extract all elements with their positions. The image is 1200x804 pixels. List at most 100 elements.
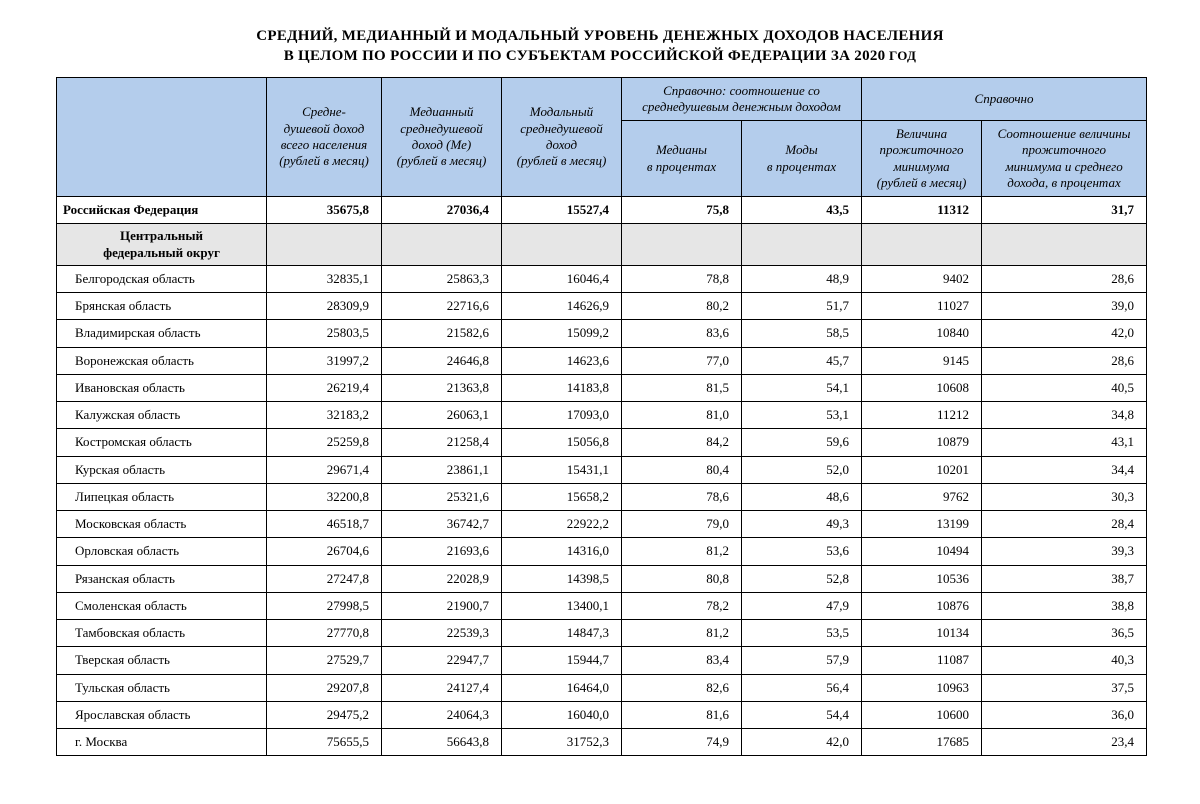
cell-ratio-mode: 59,6 (742, 429, 862, 456)
cell-min: 10201 (862, 456, 982, 483)
cell-ratio-mode: 54,4 (742, 701, 862, 728)
cell-median: 26063,1 (382, 402, 502, 429)
cell-ratio-median: 80,8 (622, 565, 742, 592)
cell-ratio-min: 38,7 (982, 565, 1147, 592)
cell-mean: 75655,5 (267, 729, 382, 756)
table-row: Тамбовская область27770,822539,314847,38… (57, 620, 1147, 647)
region-name: г. Москва (57, 729, 267, 756)
district-empty (382, 224, 502, 266)
cell-ratio-median: 81,6 (622, 701, 742, 728)
cell-ratio-min: 40,5 (982, 374, 1147, 401)
region-name: Костромская область (57, 429, 267, 456)
cell-ratio-median: 77,0 (622, 347, 742, 374)
total-ratio-mode: 43,5 (742, 197, 862, 224)
cell-mode: 22922,2 (502, 511, 622, 538)
cell-ratio-min: 36,0 (982, 701, 1147, 728)
cell-ratio-min: 37,5 (982, 674, 1147, 701)
cell-ratio-mode: 51,7 (742, 293, 862, 320)
col-ratio-min: Соотношение величиныпрожиточногоминимума… (982, 121, 1147, 197)
region-name: Белгородская область (57, 265, 267, 292)
cell-ratio-min: 38,8 (982, 592, 1147, 619)
cell-ratio-median: 81,2 (622, 620, 742, 647)
cell-mode: 16040,0 (502, 701, 622, 728)
col-median: Медианныйсреднедушевойдоход (Ме)(рублей … (382, 77, 502, 197)
title-line2-main: В ЦЕЛОМ ПО РОССИИ И ПО СУБЪЕКТАМ РОССИЙС… (284, 48, 886, 64)
cell-min: 11212 (862, 402, 982, 429)
cell-ratio-mode: 48,6 (742, 483, 862, 510)
table-row: Московская область46518,736742,722922,27… (57, 511, 1147, 538)
cell-ratio-min: 34,8 (982, 402, 1147, 429)
table-row: Курская область29671,423861,115431,180,4… (57, 456, 1147, 483)
cell-mean: 32200,8 (267, 483, 382, 510)
cell-min: 10494 (862, 538, 982, 565)
cell-ratio-mode: 57,9 (742, 647, 862, 674)
cell-mean: 29475,2 (267, 701, 382, 728)
cell-mean: 31997,2 (267, 347, 382, 374)
cell-mean: 46518,7 (267, 511, 382, 538)
region-name: Московская область (57, 511, 267, 538)
cell-ratio-median: 81,5 (622, 374, 742, 401)
col-ratio-mode: Модыв процентах (742, 121, 862, 197)
cell-mode: 16464,0 (502, 674, 622, 701)
cell-median: 25863,3 (382, 265, 502, 292)
cell-mean: 27247,8 (267, 565, 382, 592)
col-min: Величинапрожиточногоминимума(рублей в ме… (862, 121, 982, 197)
district-empty (742, 224, 862, 266)
cell-min: 10536 (862, 565, 982, 592)
table-row: Воронежская область31997,224646,814623,6… (57, 347, 1147, 374)
cell-ratio-mode: 53,1 (742, 402, 862, 429)
cell-ratio-min: 28,4 (982, 511, 1147, 538)
cell-min: 10963 (862, 674, 982, 701)
cell-ratio-min: 40,3 (982, 647, 1147, 674)
cell-mode: 15056,8 (502, 429, 622, 456)
table-row: Владимирская область25803,521582,615099,… (57, 320, 1147, 347)
cell-median: 21258,4 (382, 429, 502, 456)
col-ratio-median: Медианыв процентах (622, 121, 742, 197)
cell-ratio-min: 43,1 (982, 429, 1147, 456)
region-name: Тверская область (57, 647, 267, 674)
cell-ratio-median: 78,8 (622, 265, 742, 292)
cell-min: 9762 (862, 483, 982, 510)
cell-ratio-median: 84,2 (622, 429, 742, 456)
cell-ratio-min: 34,4 (982, 456, 1147, 483)
total-name: Российская Федерация (57, 197, 267, 224)
table-row: Липецкая область32200,825321,615658,278,… (57, 483, 1147, 510)
cell-ratio-median: 80,4 (622, 456, 742, 483)
table-row: Тверская область27529,722947,715944,783,… (57, 647, 1147, 674)
cell-mean: 32835,1 (267, 265, 382, 292)
cell-mode: 17093,0 (502, 402, 622, 429)
cell-ratio-mode: 53,5 (742, 620, 862, 647)
cell-ratio-min: 36,5 (982, 620, 1147, 647)
district-empty (862, 224, 982, 266)
col-mean: Средне-душевой доходвсего населения(рубл… (267, 77, 382, 197)
cell-min: 9402 (862, 265, 982, 292)
table-row: Ивановская область26219,421363,814183,88… (57, 374, 1147, 401)
cell-ratio-min: 30,3 (982, 483, 1147, 510)
region-name: Тульская область (57, 674, 267, 701)
cell-min: 11027 (862, 293, 982, 320)
total-mode: 15527,4 (502, 197, 622, 224)
cell-ratio-median: 78,6 (622, 483, 742, 510)
cell-ratio-median: 80,2 (622, 293, 742, 320)
cell-ratio-mode: 42,0 (742, 729, 862, 756)
cell-ratio-mode: 53,6 (742, 538, 862, 565)
cell-mean: 32183,2 (267, 402, 382, 429)
cell-mode: 14847,3 (502, 620, 622, 647)
region-name: Ярославская область (57, 701, 267, 728)
region-name: Владимирская область (57, 320, 267, 347)
total-row: Российская Федерация35675,827036,415527,… (57, 197, 1147, 224)
cell-median: 56643,8 (382, 729, 502, 756)
cell-mean: 27998,5 (267, 592, 382, 619)
cell-mean: 26704,6 (267, 538, 382, 565)
cell-min: 11087 (862, 647, 982, 674)
total-mean: 35675,8 (267, 197, 382, 224)
cell-mean: 26219,4 (267, 374, 382, 401)
cell-ratio-min: 28,6 (982, 265, 1147, 292)
table-row: Тульская область29207,824127,416464,082,… (57, 674, 1147, 701)
cell-min: 13199 (862, 511, 982, 538)
cell-median: 21363,8 (382, 374, 502, 401)
cell-mean: 29671,4 (267, 456, 382, 483)
cell-ratio-median: 83,6 (622, 320, 742, 347)
cell-ratio-median: 81,2 (622, 538, 742, 565)
page: СРЕДНИЙ, МЕДИАННЫЙ И МОДАЛЬНЫЙ УРОВЕНЬ Д… (0, 0, 1200, 786)
